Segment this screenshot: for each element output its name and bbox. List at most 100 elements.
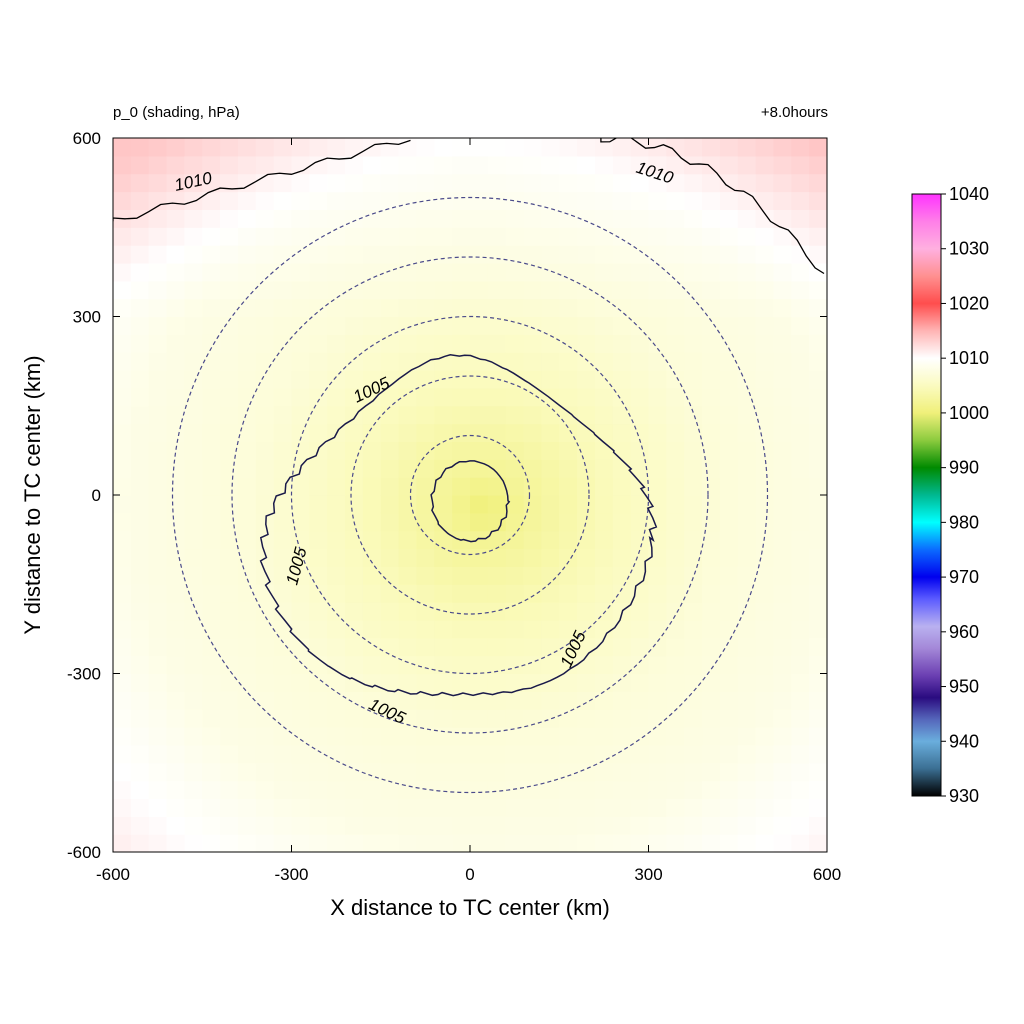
- heatmap-cell: [470, 530, 489, 550]
- heatmap-cell: [237, 780, 257, 800]
- heatmap-cell: [648, 798, 667, 817]
- heatmap-cell: [184, 566, 203, 585]
- heatmap-cell: [577, 744, 596, 764]
- heatmap-cell: [220, 566, 239, 585]
- heatmap-cell: [309, 709, 328, 728]
- heatmap-cell: [220, 584, 239, 603]
- heatmap-cell: [505, 655, 525, 675]
- heatmap-cell: [648, 619, 667, 639]
- heatmap-cell: [541, 762, 560, 782]
- heatmap-cell: [273, 744, 293, 764]
- heatmap-cell: [559, 530, 578, 550]
- heatmap-cell: [559, 655, 578, 675]
- heatmap-cell: [148, 762, 168, 782]
- heatmap-cell: [487, 316, 507, 335]
- heatmap-cell: [523, 495, 542, 514]
- heatmap-cell: [255, 370, 275, 389]
- heatmap-cell: [255, 619, 275, 639]
- heatmap-cell: [291, 762, 310, 782]
- heatmap-cell: [184, 673, 203, 692]
- heatmap-cell: [148, 316, 168, 335]
- heatmap-cell: [773, 280, 792, 300]
- heatmap-cell: [416, 566, 435, 585]
- heatmap-cell: [452, 566, 471, 585]
- heatmap-cell: [113, 709, 132, 728]
- heatmap-cell: [559, 209, 578, 228]
- heatmap-cell: [666, 316, 685, 335]
- heatmap-cell: [612, 709, 632, 728]
- heatmap-cell: [148, 530, 168, 550]
- heatmap-cell: [612, 280, 632, 300]
- heatmap-cell: [291, 262, 310, 282]
- heatmap-cell: [648, 155, 667, 175]
- heatmap-cell: [773, 441, 792, 460]
- heatmap-cell: [470, 762, 489, 782]
- heatmap-cell: [113, 138, 132, 157]
- heatmap-cell: [291, 798, 310, 817]
- heatmap-cell: [398, 744, 418, 764]
- heatmap-cell: [398, 280, 418, 300]
- heatmap-cell: [345, 655, 364, 675]
- heatmap-cell: [773, 262, 792, 282]
- heatmap-cell: [434, 709, 453, 728]
- heatmap-cell: [666, 352, 685, 371]
- heatmap-cell: [666, 423, 685, 443]
- heatmap-cell: [345, 637, 364, 657]
- heatmap-cell: [434, 566, 453, 585]
- heatmap-cell: [184, 727, 203, 746]
- heatmap-cell: [148, 138, 168, 157]
- heatmap-cell: [380, 334, 400, 353]
- heatmap-cell: [130, 744, 150, 764]
- heatmap-cell: [327, 441, 346, 460]
- heatmap-cell: [755, 691, 775, 710]
- y-tick-label: -300: [67, 665, 101, 684]
- heatmap-cell: [737, 227, 757, 246]
- heatmap-cell: [666, 816, 685, 835]
- heatmap-cell: [273, 138, 293, 157]
- heatmap-cell: [434, 744, 453, 764]
- heatmap-cell: [398, 441, 418, 460]
- heatmap-cell: [684, 280, 703, 300]
- heatmap-cell: [237, 191, 257, 210]
- heatmap-cell: [434, 816, 453, 835]
- heatmap-cell: [577, 762, 596, 782]
- heatmap-cell: [291, 637, 310, 657]
- heatmap-cell: [327, 709, 346, 728]
- heatmap-cell: [648, 191, 667, 210]
- heatmap-cell: [684, 780, 703, 800]
- heatmap-cell: [416, 512, 435, 532]
- heatmap-cell: [505, 691, 525, 710]
- heatmap-cell: [255, 298, 275, 318]
- heatmap-cell: [684, 691, 703, 710]
- heatmap-cell: [809, 334, 827, 353]
- heatmap-cell: [398, 370, 418, 389]
- heatmap-cell: [345, 762, 364, 782]
- heatmap-cell: [719, 155, 739, 175]
- heatmap-cell: [594, 405, 614, 425]
- heatmap-cell: [612, 441, 632, 460]
- heatmap-cell: [130, 762, 150, 782]
- heatmap-cell: [594, 459, 614, 478]
- heatmap-cell: [273, 155, 293, 175]
- heatmap-cell: [559, 780, 578, 800]
- heatmap-cell: [505, 316, 525, 335]
- heatmap-cell: [505, 495, 525, 514]
- heatmap-cell: [148, 191, 168, 210]
- heatmap-cell: [702, 155, 721, 175]
- heatmap-cell: [684, 298, 703, 318]
- heatmap-cell: [594, 316, 614, 335]
- heatmap-cell: [452, 477, 471, 496]
- heatmap-cell: [291, 370, 310, 389]
- heatmap-cell: [612, 673, 632, 692]
- heatmap-cell: [166, 138, 185, 157]
- heatmap-cell: [184, 530, 203, 550]
- heatmap-cell: [416, 709, 435, 728]
- heatmap-cell: [559, 405, 578, 425]
- heatmap-cell: [416, 316, 435, 335]
- heatmap-cell: [113, 405, 132, 425]
- contour-1010-left: [113, 139, 411, 222]
- heatmap-cell: [113, 352, 132, 371]
- heatmap-cell: [345, 495, 364, 514]
- heatmap-cell: [327, 262, 346, 282]
- heatmap-cell: [755, 459, 775, 478]
